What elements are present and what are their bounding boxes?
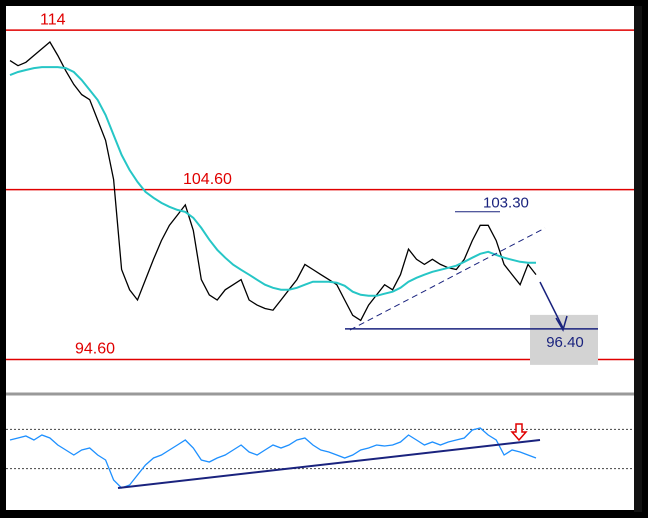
price-panel: 114 104.60 94.60 103.30 96.40 <box>6 11 634 365</box>
series-line <box>9 66 536 297</box>
trend-line <box>349 227 546 331</box>
frame-shadow <box>634 6 642 512</box>
annotation-label: 103.30 <box>483 195 529 212</box>
plot-background <box>6 6 634 510</box>
annotation-label: 96.40 <box>546 334 584 351</box>
indicator-trend-line <box>117 439 541 489</box>
arrow <box>539 281 568 332</box>
level-label: 94.60 <box>75 341 115 358</box>
down-arrow <box>510 423 528 442</box>
indicator-panel <box>6 427 634 489</box>
label-box <box>530 314 598 365</box>
level-label: 104.60 <box>183 171 232 188</box>
series-line <box>9 427 537 489</box>
level-label: 114 <box>40 11 66 28</box>
